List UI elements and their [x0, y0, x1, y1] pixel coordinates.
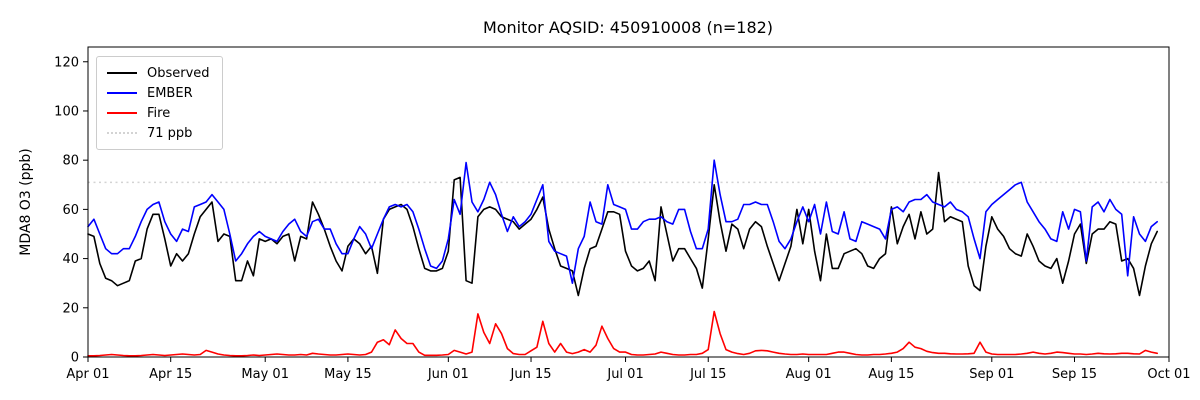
- legend: Observed EMBER Fire 71 ppb: [96, 56, 223, 150]
- legend-item-observed: Observed: [107, 63, 210, 83]
- legend-label: 71 ppb: [147, 125, 193, 141]
- x-tick-label: May 01: [241, 367, 289, 382]
- x-tick-label: Jul 15: [689, 367, 726, 382]
- ember-line: [87, 159, 1158, 285]
- legend-item-fire: Fire: [107, 103, 210, 123]
- x-tick-label: Aug 15: [868, 367, 914, 382]
- y-tick-label: 40: [62, 252, 79, 267]
- legend-item-ember: EMBER: [107, 83, 210, 103]
- x-tick-label: Jun 01: [427, 367, 469, 382]
- x-tick-label: Oct 01: [1147, 367, 1190, 382]
- axes-spines: [87, 46, 1170, 358]
- y-tick-label: 60: [62, 203, 79, 218]
- x-tick-label: Jun 15: [510, 367, 552, 382]
- chart-title: Monitor AQSID: 450910008 (n=182): [483, 18, 773, 37]
- observed-line: [87, 171, 1158, 297]
- ember-line-swatch: [107, 92, 137, 94]
- observed-line-swatch: [107, 72, 137, 74]
- x-tick-label: Aug 01: [786, 367, 832, 382]
- y-tick-label: 20: [62, 301, 79, 316]
- fire-line-swatch: [107, 112, 137, 114]
- x-tick-label: May 15: [324, 367, 372, 382]
- legend-label: Observed: [147, 65, 210, 81]
- x-tick-label: Apr 01: [66, 367, 109, 382]
- y-tick-label: 100: [54, 104, 79, 119]
- x-tick-label: Apr 15: [149, 367, 192, 382]
- y-tick-label: 0: [71, 351, 79, 366]
- y-tick-label: 80: [62, 154, 79, 169]
- legend-label: EMBER: [147, 85, 193, 101]
- x-tick-label: Sep 01: [969, 367, 1014, 382]
- legend-item-threshold: 71 ppb: [107, 123, 210, 143]
- y-axis-label: MDA8 O3 (ppb): [18, 148, 34, 256]
- threshold-line-swatch: [107, 132, 137, 134]
- legend-label: Fire: [147, 105, 171, 121]
- x-tick-label: Sep 15: [1052, 367, 1097, 382]
- fire-line: [87, 310, 1158, 357]
- y-tick-label: 120: [54, 55, 79, 70]
- x-tick-label: Jul 01: [606, 367, 643, 382]
- plot-area: 0 20 40 60 80 100 120 Apr 01 Apr 15 May 01 May 15 J…: [54, 46, 1191, 382]
